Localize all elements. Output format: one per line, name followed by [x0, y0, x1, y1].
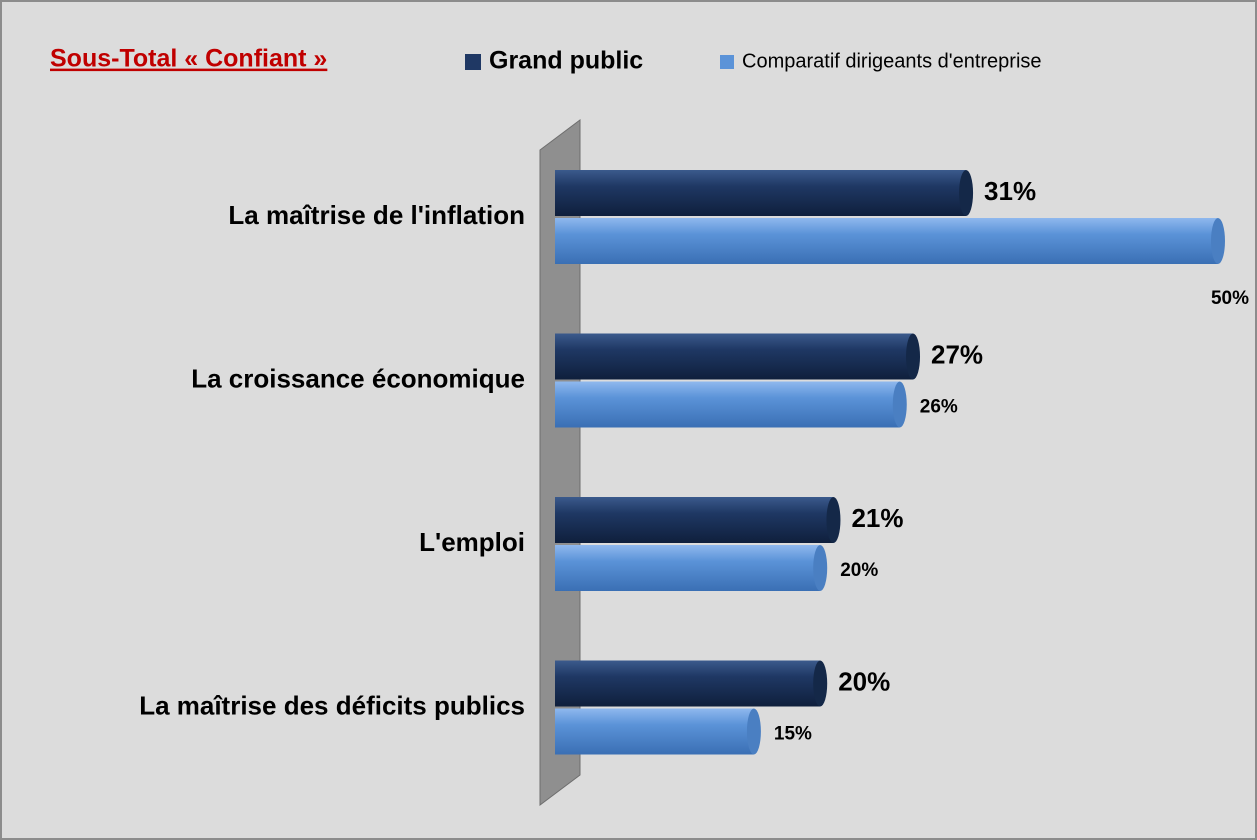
category-label: La croissance économique — [191, 363, 525, 393]
bar — [555, 708, 754, 755]
data-label: 50% — [1211, 288, 1249, 309]
legend-swatch — [720, 55, 734, 69]
data-label: 20% — [840, 560, 878, 581]
category-label: La maîtrise des déficits publics — [139, 690, 525, 720]
data-label: 31% — [984, 176, 1036, 206]
chart-title: Sous-Total « Confiant » — [50, 45, 327, 73]
data-label: 20% — [838, 666, 890, 696]
bar-cap — [826, 497, 841, 543]
bar-cap — [892, 381, 907, 428]
category-label: L'emploi — [419, 527, 525, 557]
bar-cap — [746, 708, 761, 755]
legend-label: Comparatif dirigeants d'entreprise — [742, 50, 1042, 72]
bar-cap — [1211, 218, 1225, 264]
axis-wall — [539, 119, 581, 806]
bar — [555, 497, 834, 543]
bar — [555, 660, 821, 707]
bar — [555, 381, 900, 428]
bar-cap — [813, 660, 828, 707]
bar-cap — [813, 545, 828, 591]
data-label: 26% — [920, 397, 958, 418]
legend-label: Grand public — [489, 47, 643, 75]
bar-cap — [959, 170, 974, 216]
bar — [555, 545, 821, 591]
data-label: 15% — [774, 724, 812, 745]
legend-swatch — [465, 54, 481, 70]
bar — [555, 333, 914, 380]
data-label: 21% — [851, 503, 903, 533]
category-label: La maîtrise de l'inflation — [228, 200, 525, 230]
data-label: 27% — [931, 339, 983, 369]
bar — [555, 170, 967, 216]
bar — [555, 218, 1218, 264]
bar-cap — [906, 333, 921, 380]
